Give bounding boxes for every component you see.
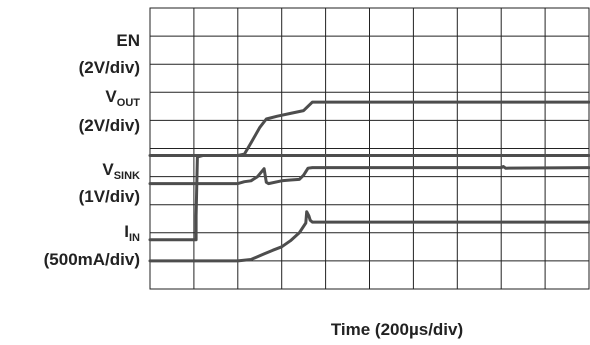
en-name: EN [116, 31, 140, 50]
channel-label-iin: IIN (500mA/div) [44, 222, 140, 269]
vsink-scale: (1V/div) [79, 187, 140, 206]
en-trace [148, 154, 590, 242]
iin-trace [148, 210, 590, 263]
x-axis-label: Time (200µs/div) [331, 320, 463, 339]
iin-name: I [124, 222, 129, 241]
svg-text:VSINK: VSINK [102, 160, 140, 182]
channel-label-en: EN (2V/div) [79, 31, 140, 77]
svg-text:VOUT: VOUT [105, 87, 140, 109]
channel-label-vout: VOUT (2V/div) [79, 87, 141, 135]
vsink-name: V [102, 160, 114, 179]
plot-grid [149, 7, 590, 290]
iin-subscript: IN [129, 232, 140, 244]
plot-traces [148, 100, 590, 263]
channel-label-vsink: VSINK (1V/div) [79, 160, 140, 206]
vsink-subscript: SINK [114, 170, 140, 182]
vout-name: V [105, 87, 117, 106]
vout-scale: (2V/div) [79, 116, 140, 135]
vsink-trace [148, 165, 590, 186]
en-scale: (2V/div) [79, 58, 140, 77]
iin-scale: (500mA/div) [44, 250, 140, 269]
vout-trace [148, 100, 590, 157]
vout-subscript: OUT [117, 97, 141, 109]
svg-text:IIN: IIN [124, 222, 140, 244]
